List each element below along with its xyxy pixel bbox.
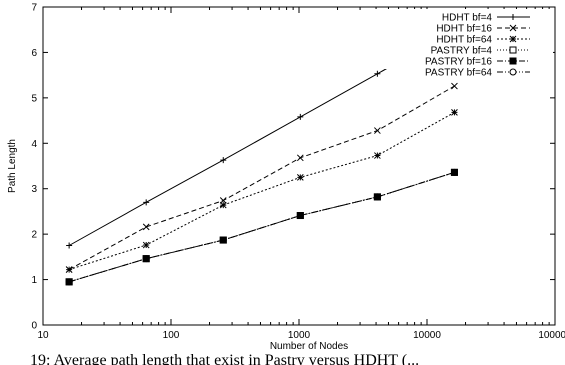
data-point-s1-5	[451, 82, 458, 90]
data-point-s0-3	[297, 113, 304, 120]
x-tick-label: 100	[163, 330, 180, 341]
y-tick-label: 5	[31, 93, 37, 104]
series-line-3	[68, 171, 455, 283]
series-line-5	[68, 171, 455, 283]
data-point-s1-4	[374, 127, 381, 134]
data-point-s2-5	[451, 109, 458, 116]
legend-marker	[509, 68, 517, 76]
y-axis-label: Path Length	[7, 139, 18, 193]
y-tick-label: 7	[31, 3, 37, 14]
data-point-s1-3	[296, 154, 304, 162]
x-tick-label: 100000	[538, 330, 565, 341]
legend-marker	[509, 57, 517, 65]
y-tick-label: 6	[31, 48, 37, 59]
y-tick-label: 0	[31, 321, 37, 332]
legend-label: PASTRY bf=64	[425, 68, 492, 79]
data-point-s1-1	[142, 223, 150, 231]
legend-marker	[509, 24, 517, 32]
data-point-s4-1	[142, 255, 150, 263]
data-point-s2-4	[374, 152, 381, 159]
data-point-s4-2	[219, 236, 227, 244]
series-line-2	[68, 111, 455, 271]
data-point-s4-3	[296, 212, 304, 220]
data-point-s0-0	[66, 242, 73, 249]
data-point-s2-2	[219, 201, 227, 209]
data-point-s2-3	[296, 174, 304, 181]
data-point-s4-0	[65, 278, 73, 286]
data-point-s1-2	[219, 197, 227, 204]
data-point-s4-5	[450, 168, 458, 176]
data-point-s0-2	[220, 157, 227, 164]
y-tick-label: 2	[31, 230, 37, 241]
legend-label: PASTRY bf=4	[431, 46, 493, 57]
x-tick-label: 10	[37, 330, 49, 341]
data-point-s0-4	[374, 70, 381, 77]
data-point-s4-4	[373, 193, 381, 201]
legend-label: HDHT bf=4	[442, 13, 493, 24]
legend-label: HDHT bf=16	[436, 24, 492, 35]
data-point-s2-1	[142, 241, 150, 249]
legend-marker	[509, 46, 517, 54]
legend-marker	[509, 35, 517, 43]
series-line-1	[68, 85, 455, 271]
y-tick-label: 1	[31, 275, 37, 286]
y-tick-label: 3	[31, 184, 37, 195]
x-tick-label: 1000	[288, 330, 311, 341]
x-axis-label: Number of Nodes	[270, 341, 348, 352]
x-tick-label: 10000	[413, 330, 441, 341]
figure-caption: 19: Average path length that exist in Pa…	[30, 352, 420, 365]
legend-label: PASTRY bf=16	[425, 57, 492, 68]
legend-marker	[510, 14, 516, 20]
data-point-s1-0	[65, 266, 73, 273]
legend-label: HDHT bf=64	[436, 35, 492, 46]
y-tick-label: 4	[31, 139, 37, 150]
data-point-s0-1	[143, 199, 150, 206]
series-line-4	[68, 171, 455, 283]
